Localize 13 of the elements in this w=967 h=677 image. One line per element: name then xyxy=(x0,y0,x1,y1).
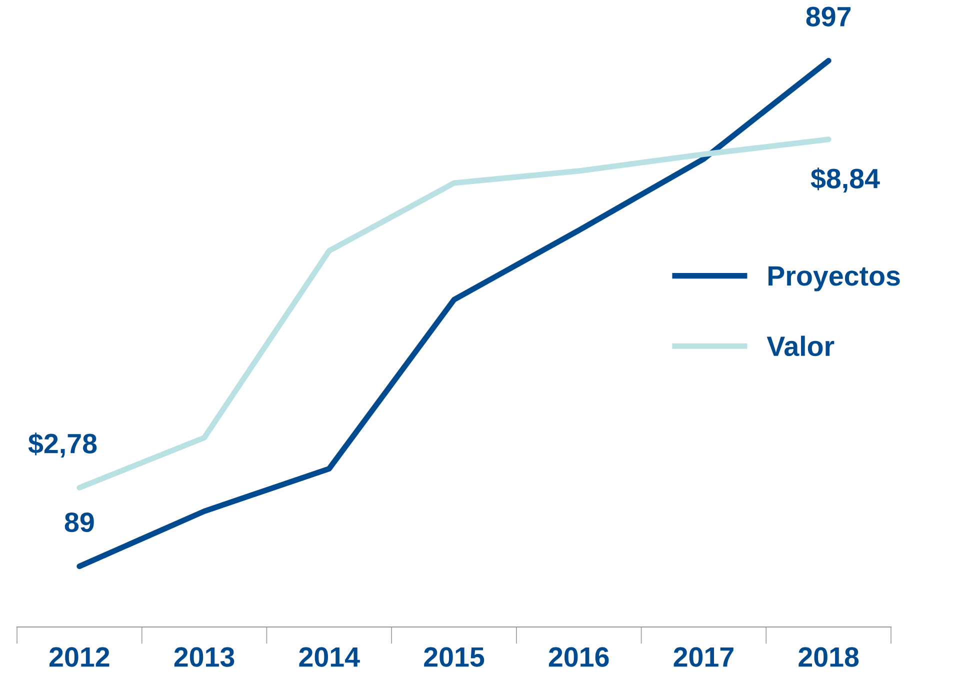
legend-label: Valor xyxy=(766,336,834,356)
data-label: $8,84 xyxy=(810,168,880,192)
data-label: 89 xyxy=(64,512,94,532)
x-tick-label: 2017 xyxy=(674,647,734,667)
x-tick-label: 2016 xyxy=(548,647,609,667)
x-tick-label: 2018 xyxy=(798,647,859,667)
x-tick-label: 2013 xyxy=(174,647,234,667)
x-tick-label: 2012 xyxy=(50,647,110,667)
x-tick-label: 2014 xyxy=(299,647,360,667)
x-tick-label: 2015 xyxy=(424,647,484,667)
data-label: 897 xyxy=(806,6,851,26)
legend-label: Proyectos xyxy=(768,266,900,292)
data-label: $2,78 xyxy=(28,432,97,458)
